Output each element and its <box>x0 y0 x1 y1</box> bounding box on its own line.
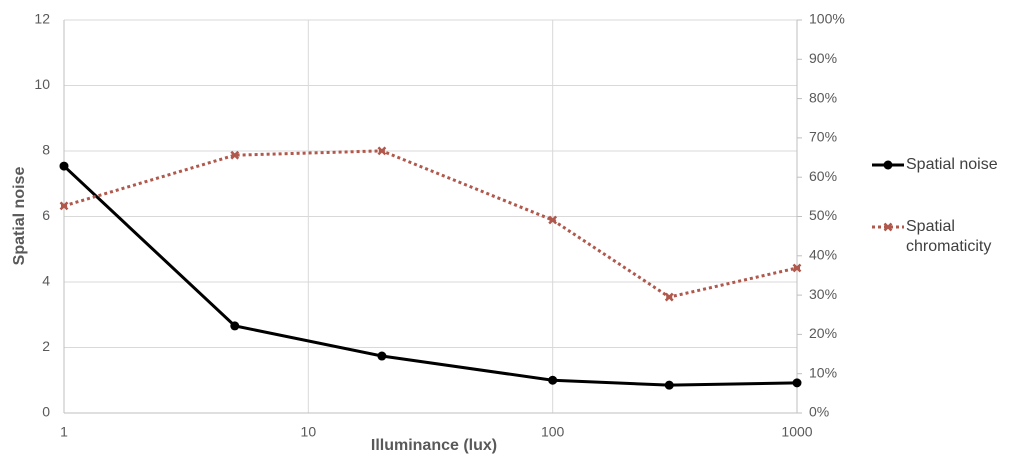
x-tick-label: 1 <box>60 424 68 440</box>
y2-tick-label: 80% <box>809 89 837 105</box>
legend-swatch <box>872 222 904 232</box>
marker <box>230 321 240 331</box>
marker <box>664 380 674 390</box>
y-tick-label: 12 <box>34 11 50 27</box>
y2-tick-label: 90% <box>809 50 837 66</box>
y2-tick-label: 0% <box>809 404 829 420</box>
marker <box>792 378 802 388</box>
series-line <box>63 149 798 299</box>
marker <box>377 146 387 156</box>
marker <box>883 160 893 170</box>
x-tick-label: 100 <box>541 424 565 440</box>
legend-swatch <box>872 160 904 170</box>
x-axis-label: Illuminance (lux) <box>371 437 497 454</box>
marker <box>883 222 893 232</box>
legend-label: Spatial noise <box>906 156 998 173</box>
x-tick-label: 1000 <box>781 424 812 440</box>
y2-tick-label: 100% <box>809 11 845 27</box>
marker <box>59 201 69 211</box>
y2-tick-label: 40% <box>809 247 837 263</box>
y2-tick-label: 70% <box>809 129 837 145</box>
series-line <box>62 164 798 387</box>
legend: Spatial noise Spatial chromaticity <box>872 155 1012 299</box>
y-tick-label: 0 <box>42 404 50 420</box>
marker <box>59 161 69 171</box>
legend-label: Spatial chromaticity <box>906 218 992 255</box>
y-axis-label: Spatial noise <box>11 167 28 266</box>
legend-entry: Spatial noise <box>872 155 1012 175</box>
y2-tick-label: 30% <box>809 286 837 302</box>
legend-entry: Spatial chromaticity <box>872 217 1012 257</box>
marker <box>548 375 558 385</box>
marker <box>377 351 387 361</box>
y-tick-label: 2 <box>42 338 50 354</box>
y-tick-label: 8 <box>42 142 50 158</box>
marker <box>548 215 558 225</box>
y2-tick-label: 10% <box>809 364 837 380</box>
y-tick-label: 6 <box>42 207 50 223</box>
y2-tick-label: 20% <box>809 325 837 341</box>
marker <box>230 150 240 160</box>
y-tick-label: 10 <box>34 76 50 92</box>
y-tick-label: 4 <box>42 273 50 289</box>
marker <box>664 292 674 302</box>
y2-tick-label: 60% <box>809 168 837 184</box>
marker <box>792 263 802 273</box>
x-tick-label: 10 <box>301 424 317 440</box>
y2-tick-label: 50% <box>809 207 837 223</box>
